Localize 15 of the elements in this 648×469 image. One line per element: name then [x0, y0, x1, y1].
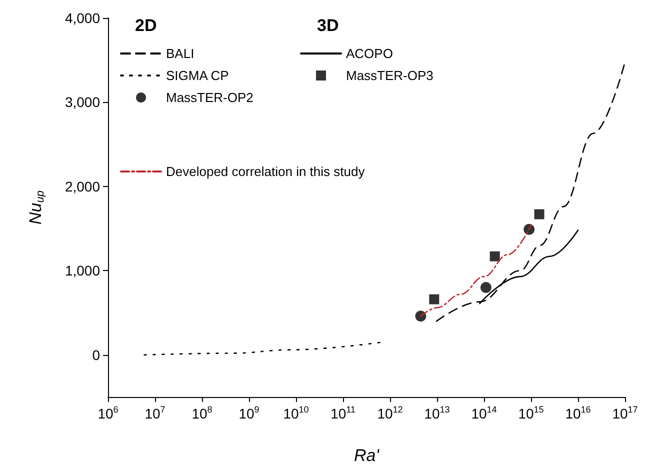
y-tick-label: 3,000	[64, 94, 100, 110]
y-tick-label: 2,000	[64, 178, 100, 194]
x-axis-title: Ra'	[354, 446, 380, 465]
legend-label: BALI	[166, 46, 194, 61]
legend-label: SIGMA CP	[166, 68, 229, 83]
legend-label: Developed correlation in this study	[166, 164, 366, 179]
y-tick-label: 4,000	[64, 10, 100, 26]
annotation: 3D	[317, 16, 339, 35]
legend-label: MassTER-OP3	[346, 68, 434, 83]
y-tick-label: 0	[92, 346, 100, 363]
y-tick-label: 1,000	[64, 262, 100, 279]
legend-label: MassTER-OP2	[166, 90, 254, 105]
legend-label: ACOPO	[346, 46, 393, 61]
y-axis-title: Nuup	[26, 190, 46, 224]
annotation: 2D	[135, 16, 157, 35]
